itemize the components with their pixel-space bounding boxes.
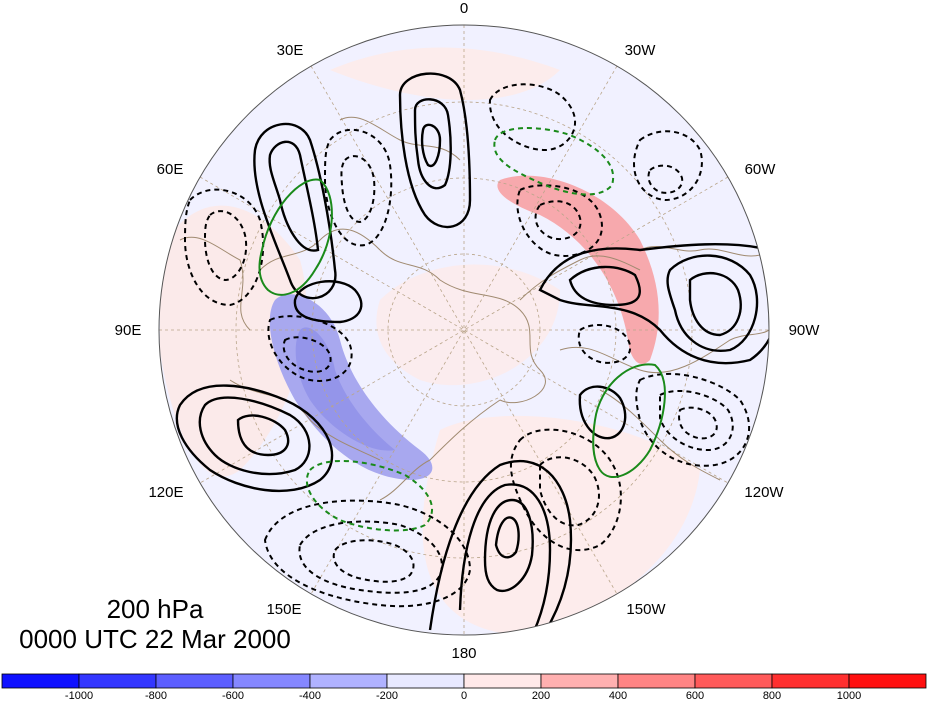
lon-label-60w: 60W — [745, 161, 777, 178]
colorbar-swatch — [848, 673, 927, 689]
colorbar-swatch — [771, 673, 850, 689]
colorbar: -1000 -800 -600 -400 -200 0 200 400 600 800 1000 — [1, 673, 927, 702]
lon-label-120w: 120W — [744, 484, 784, 501]
lon-label-120e: 120E — [148, 484, 183, 501]
colorbar-swatch — [463, 673, 542, 689]
graticule — [159, 25, 769, 635]
colorbar-swatch — [386, 673, 465, 689]
colorbar-swatch — [309, 673, 388, 689]
colorbar-swatch — [232, 673, 311, 689]
level-label: 200 hPa — [107, 594, 204, 624]
map-boundary — [158, 24, 770, 636]
weak-positive-area — [376, 264, 560, 386]
colorbar-tick-label: 800 — [763, 690, 781, 702]
coastlines — [179, 116, 769, 501]
colorbar-swatch — [694, 673, 773, 689]
colorbar-swatch — [78, 673, 157, 689]
colorbar-swatch — [617, 673, 696, 689]
lon-label-0: 0 — [460, 0, 468, 17]
lon-label-90w: 90W — [789, 322, 821, 339]
time-label: 0000 UTC 22 Mar 2000 — [19, 624, 291, 654]
colorbar-tick-label: 600 — [686, 690, 704, 702]
weak-positive-area — [330, 47, 560, 100]
lon-label-30w: 30W — [625, 42, 657, 59]
positive-anomaly-band — [497, 175, 659, 364]
negative-anomaly-core — [295, 327, 395, 451]
colorbar-tick-label: 400 — [609, 690, 627, 702]
lon-label-90e: 90E — [115, 322, 142, 339]
colorbar-tick-label: -200 — [376, 690, 398, 702]
colorbar-swatch — [540, 673, 619, 689]
longitude-labels: 0 180 90E 90W 30E 30W 60E 60W 120E 120W … — [115, 0, 821, 662]
polar-map — [158, 24, 770, 636]
colorbar-tick-label: -800 — [145, 690, 167, 702]
lon-label-30e: 30E — [277, 42, 304, 59]
colorbar-tick-label: -400 — [299, 690, 321, 702]
colorbar-swatch — [1, 673, 80, 689]
colorbar-swatch — [155, 673, 234, 689]
significance-contours — [258, 127, 666, 532]
colorbar-tick-label: 200 — [532, 690, 550, 702]
lon-label-150e: 150E — [266, 601, 301, 618]
weak-positive-area — [160, 205, 307, 477]
colorbar-tick-label: -1000 — [65, 690, 93, 702]
colorbar-tick-label: 1000 — [837, 690, 861, 702]
colorbar-tick-label: -600 — [222, 690, 244, 702]
negative-contours — [183, 83, 750, 608]
lon-label-60e: 60E — [157, 161, 184, 178]
lon-label-150w: 150W — [626, 601, 666, 618]
colorbar-tick-label: 0 — [461, 690, 467, 702]
positive-contours — [175, 72, 769, 635]
lon-label-180: 180 — [451, 645, 476, 662]
